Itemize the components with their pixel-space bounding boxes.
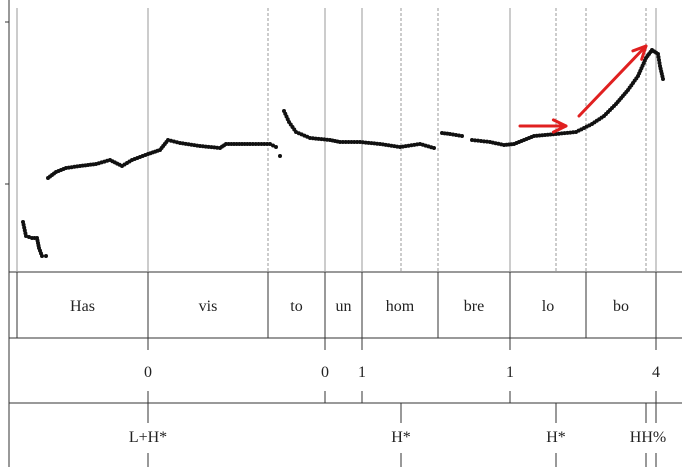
pitch-point — [656, 55, 661, 59]
pitch-point — [656, 52, 660, 56]
pitch-point — [485, 139, 489, 144]
pitch-point — [274, 145, 278, 149]
pitch-track — [21, 48, 665, 258]
pitch-point — [355, 140, 360, 144]
pitch-point — [448, 132, 452, 136]
pitch-point — [175, 140, 179, 145]
syllable-boundaries — [16, 272, 657, 338]
tone-label: HH% — [630, 429, 666, 446]
pitch-point — [256, 142, 261, 146]
pitch-point — [44, 254, 48, 258]
pitch-point — [169, 138, 173, 143]
pitch-point — [265, 142, 270, 146]
tone-label: L+H* — [129, 429, 167, 446]
flat-arrow-head — [551, 118, 568, 134]
pitch-point — [262, 142, 267, 146]
syllable-label: to — [290, 298, 302, 315]
syllable-label: bo — [613, 298, 629, 315]
pitch-point — [259, 142, 264, 146]
break-index-label: 4 — [652, 364, 660, 381]
syllable-tier: Has vis to un hom bre lo bo — [9, 272, 682, 339]
pitch-point — [457, 133, 461, 138]
pitch-point — [479, 139, 483, 143]
pitch-point — [340, 140, 345, 144]
pitch-point — [661, 77, 665, 81]
syllable-label: lo — [542, 298, 554, 315]
break-index-label: 1 — [358, 364, 366, 381]
syllable-label: bre — [464, 298, 484, 315]
break-index-labels: 0 0 1 1 4 — [144, 364, 660, 381]
pitch-point — [346, 140, 351, 144]
pitch-point — [343, 140, 348, 144]
syllable-labels: Has vis to un hom bre lo bo — [70, 298, 629, 315]
tone-label: H* — [546, 429, 566, 446]
break-index-tier: 0 0 1 1 4 — [8, 272, 682, 467]
pitch-point — [253, 142, 258, 146]
pitch-point — [451, 132, 455, 137]
pitch-point — [352, 140, 357, 144]
pitch-point — [473, 138, 477, 143]
break-index-label: 1 — [506, 364, 514, 381]
tone-label: H* — [391, 429, 411, 446]
tone-tier: L+H* H* H* HH% — [129, 403, 666, 467]
rising-pitch-arrows — [518, 44, 648, 134]
pitch-boundaries — [16, 8, 657, 272]
pitch-point — [268, 142, 272, 146]
tone-ticks — [147, 403, 657, 467]
pitch-point — [278, 154, 282, 158]
syllable-label: hom — [386, 298, 415, 315]
syllable-label: vis — [199, 298, 218, 315]
pitch-point — [338, 140, 342, 144]
pitch-point — [172, 139, 176, 144]
pitch-point — [476, 138, 480, 143]
pitch-point — [271, 143, 275, 148]
break-index-label: 0 — [144, 364, 152, 381]
rise-arrow-head — [631, 44, 648, 61]
pitch-panel — [5, 0, 682, 273]
pitch-point — [248, 142, 252, 146]
syllable-label: Has — [70, 298, 95, 315]
pitch-point — [250, 142, 255, 146]
tone-labels: L+H* H* H* HH% — [129, 429, 666, 446]
break-index-label: 0 — [321, 364, 329, 381]
pitch-point — [166, 138, 170, 142]
pitch-point — [482, 139, 486, 144]
pitch-point — [432, 146, 436, 150]
pitch-point — [454, 133, 458, 137]
pitch-point — [349, 140, 354, 144]
break-index-ticks — [147, 338, 657, 403]
pitch-point — [657, 61, 662, 65]
syllable-label: un — [336, 298, 352, 315]
pitch-point — [470, 138, 474, 142]
rise-arrow-shaft — [577, 44, 648, 118]
pitch-point — [40, 254, 44, 258]
pitch-point — [460, 134, 464, 138]
pitch-point — [657, 58, 661, 62]
